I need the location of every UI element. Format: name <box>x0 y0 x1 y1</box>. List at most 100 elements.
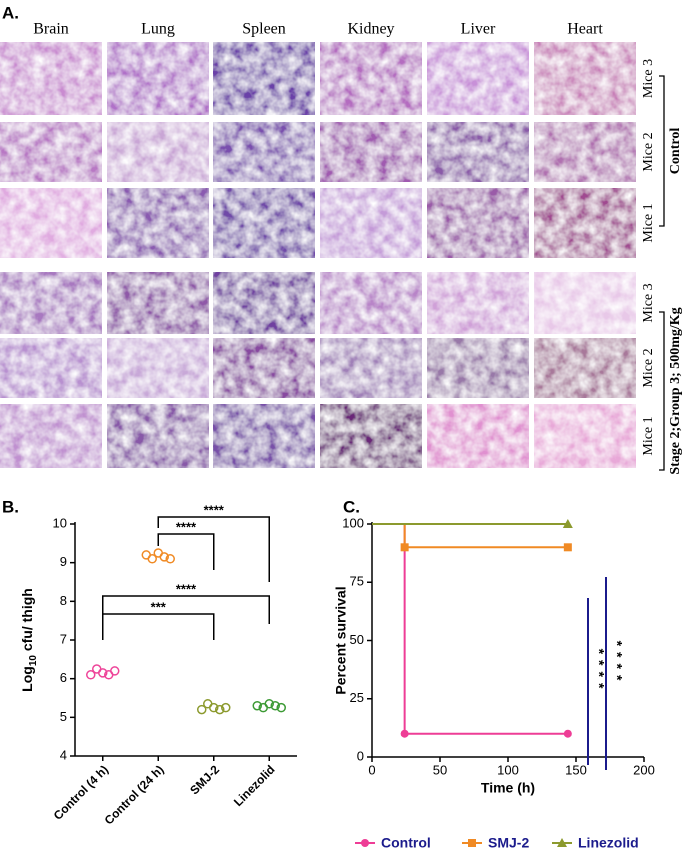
y-tick-label: 0 <box>357 748 364 763</box>
group-bracket <box>659 75 665 227</box>
panel-label: A. <box>2 3 19 22</box>
y-axis-label-part: Log <box>19 666 35 692</box>
column-header: Brain <box>33 21 69 38</box>
marker <box>557 838 567 847</box>
histology-image <box>213 42 315 115</box>
x-axis-label: Time (h) <box>481 780 535 796</box>
y-axis-label-part: 10 <box>28 655 39 667</box>
histology-image <box>213 272 315 334</box>
y-tick-label: 4 <box>60 747 67 762</box>
x-tick-label: 200 <box>633 762 655 777</box>
group-label: Control <box>668 128 683 175</box>
survival-line <box>372 523 568 735</box>
histology-image <box>320 42 422 115</box>
histology-image <box>107 338 209 398</box>
data-point <box>159 552 169 562</box>
y-tick-label: 100 <box>342 515 364 530</box>
histology-image <box>320 404 422 468</box>
histology-image <box>213 188 315 258</box>
significance-bracket <box>102 595 270 624</box>
y-tick-label: 50 <box>350 632 364 647</box>
panel-label: C. <box>343 497 360 516</box>
data-point <box>147 554 157 564</box>
y-tick-label: 5 <box>60 709 67 724</box>
histology-image <box>107 122 209 182</box>
group-label: Stage 2;Group 3; 500mg/Kg <box>668 307 683 474</box>
histology-image <box>320 272 422 334</box>
data-point <box>270 700 280 711</box>
histology-image <box>0 272 102 334</box>
row-label: Mice 1 <box>641 416 656 455</box>
data-point <box>276 702 286 713</box>
histology-image <box>427 272 529 334</box>
data-point <box>98 668 108 678</box>
row-label: Mice 3 <box>641 283 656 322</box>
histology-image <box>534 188 636 258</box>
data-point <box>221 702 231 713</box>
histology-image <box>320 188 422 258</box>
y-axis-label: Percent survival <box>333 586 349 694</box>
histology-image <box>107 404 209 468</box>
significance-label: **** <box>204 502 225 517</box>
marker <box>468 839 476 847</box>
y-tick-label: 10 <box>53 515 67 530</box>
data-point <box>215 704 225 715</box>
y-tick-label: 9 <box>60 554 67 569</box>
significance-label: **** <box>176 519 197 534</box>
y-axis-label: Log10 cfu/ thigh <box>19 588 39 692</box>
histology-image <box>0 404 102 468</box>
significance-label: **** <box>176 581 197 596</box>
significance-label: **** <box>591 649 607 695</box>
marker <box>562 519 573 528</box>
column-header: Spleen <box>242 21 286 38</box>
histology-image <box>534 404 636 468</box>
histology-image <box>427 122 529 182</box>
x-tick-label: 100 <box>497 762 519 777</box>
data-point <box>86 670 96 680</box>
column-header: Liver <box>461 21 496 38</box>
row-label: Mice 1 <box>641 203 656 242</box>
histology-image <box>107 272 209 334</box>
x-tick-label: 150 <box>565 762 587 777</box>
row-label: Mice 2 <box>641 132 656 171</box>
histology-image <box>0 122 102 182</box>
histology-image <box>0 42 102 115</box>
histology-image <box>427 404 529 468</box>
histology-image <box>534 42 636 115</box>
x-tick-label: 0 <box>368 762 375 777</box>
group-bracket <box>659 311 665 471</box>
data-point <box>197 704 207 715</box>
significance-label: **** <box>609 641 625 687</box>
histology-image <box>213 122 315 182</box>
histology-image <box>427 42 529 115</box>
significance-bracket <box>157 516 270 582</box>
histology-image <box>213 404 315 468</box>
y-tick-label: 75 <box>350 574 364 589</box>
histology-image <box>320 122 422 182</box>
marker <box>361 839 369 847</box>
histology-image <box>0 188 102 258</box>
row-label: Mice 3 <box>641 59 656 98</box>
x-tick-label: Control (4 h) <box>51 762 111 822</box>
row-label: Mice 2 <box>641 348 656 387</box>
significance-bracket <box>157 533 215 570</box>
histology-image <box>534 122 636 182</box>
legend-label: Control <box>381 835 431 851</box>
marker <box>400 543 409 552</box>
histology-image <box>107 42 209 115</box>
data-point <box>252 700 262 711</box>
panel-label: B. <box>2 497 19 516</box>
marker <box>563 543 572 552</box>
legend-label: SMJ-2 <box>488 835 529 851</box>
significance-bracket <box>102 613 215 640</box>
data-point <box>264 699 274 709</box>
histology-image <box>534 338 636 398</box>
significance-label: *** <box>151 599 167 614</box>
x-tick-label: 50 <box>433 762 447 777</box>
x-tick-label: SMJ-2 <box>187 762 222 797</box>
y-tick-label: 25 <box>350 690 364 705</box>
histology-image <box>427 188 529 258</box>
column-header: Lung <box>141 21 175 38</box>
